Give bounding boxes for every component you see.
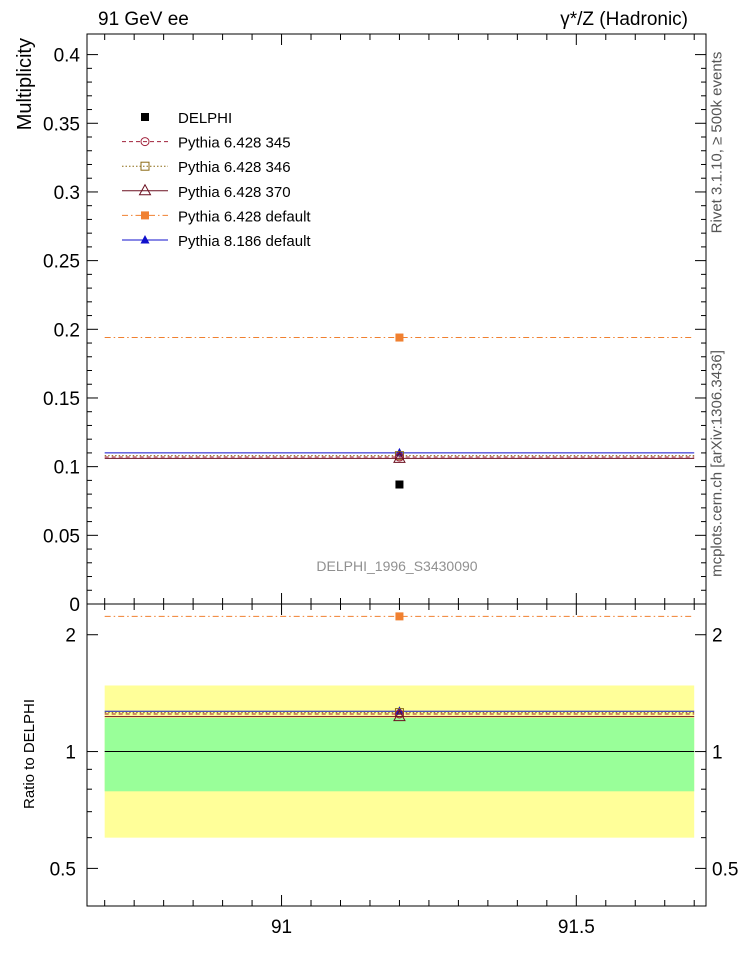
header-right-title: γ*/Z (Hadronic) xyxy=(560,9,688,30)
legend-entry: Pythia 6.428 346 xyxy=(178,159,291,176)
legend-marker xyxy=(140,137,150,147)
y-tick-label: 0.4 xyxy=(54,46,81,67)
legend-entry: Pythia 6.428 370 xyxy=(178,184,291,201)
ratio-y-tick-label: 0.5 xyxy=(50,859,76,880)
y-tick-label: 0.3 xyxy=(54,183,80,204)
data-point-p370 xyxy=(393,451,406,463)
x-tick-label: 91 xyxy=(271,917,292,938)
ratio-plot-frame xyxy=(86,603,707,907)
y-tick-label: 0.05 xyxy=(43,526,80,547)
legend-marker xyxy=(140,235,150,244)
legend-entry: Pythia 8.186 default xyxy=(178,233,311,250)
y-tick-label: 0.1 xyxy=(54,458,80,479)
y-tick-label: 0 xyxy=(69,595,80,616)
y-tick-label: 0.15 xyxy=(43,389,80,410)
x-tick-label: 91.5 xyxy=(558,917,595,938)
y-axis-label: Multiplicity xyxy=(14,38,36,130)
data-point-delphi xyxy=(395,480,404,489)
data-point-pdefault xyxy=(395,333,404,342)
legend-marker xyxy=(138,183,152,196)
legend-entry: Pythia 6.428 345 xyxy=(178,135,291,152)
ratio-y-tick-label-right: 2 xyxy=(712,626,723,647)
analysis-watermark: DELPHI_1996_S3430090 xyxy=(316,558,477,574)
legend-marker xyxy=(141,211,149,220)
ratio-point-pdefault xyxy=(395,612,404,621)
legend-entry: DELPHI xyxy=(178,110,232,127)
y-tick-label: 0.35 xyxy=(43,114,80,135)
legend-marker xyxy=(141,113,149,121)
ratio-axis-label: Ratio to DELPHI xyxy=(21,699,38,809)
ratio-y-tick-label: 1 xyxy=(65,743,76,764)
header-left-title: 91 GeV ee xyxy=(98,9,189,30)
ratio-y-tick-label: 2 xyxy=(65,626,76,647)
y-tick-label: 0.2 xyxy=(54,320,80,341)
ratio-band-inner xyxy=(104,718,695,792)
ratio-y-tick-label-right: 1 xyxy=(712,743,723,764)
ratio-point-p370 xyxy=(393,709,406,722)
legend-entry: Pythia 6.428 default xyxy=(178,208,311,225)
y-tick-label: 0.25 xyxy=(43,252,80,273)
legend-marker xyxy=(140,161,150,171)
ratio-y-tick-label-right: 0.5 xyxy=(712,859,738,880)
